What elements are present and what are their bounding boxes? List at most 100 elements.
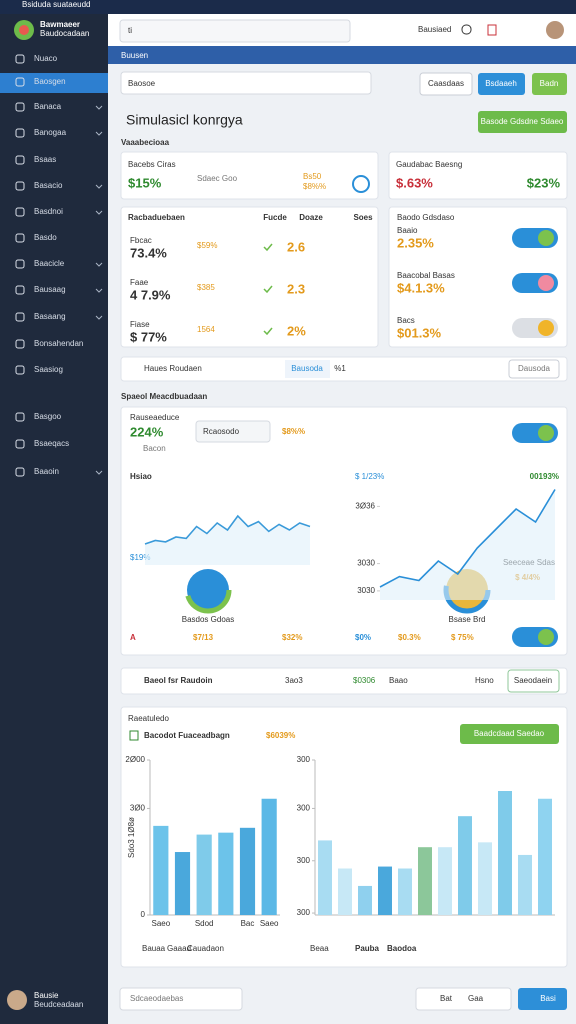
- action-label[interactable]: Baadcdaad Saedao: [474, 729, 545, 738]
- row-bar: [120, 667, 568, 695]
- row-bar-item: Baao: [389, 676, 408, 685]
- search-text[interactable]: ti: [128, 26, 132, 35]
- y-tick-label: 2Ø00: [125, 755, 145, 764]
- card-sub-value: $8%%: [303, 182, 326, 191]
- bars-value: $6039%: [266, 731, 295, 740]
- bar: [378, 866, 392, 915]
- nav-item[interactable]: Basdnoi: [34, 207, 63, 216]
- nav-icon[interactable]: [15, 467, 25, 477]
- chevron[interactable]: [95, 315, 103, 320]
- nav-item[interactable]: Bonsahendan: [34, 339, 83, 348]
- bars-action-button[interactable]: [460, 724, 559, 744]
- nav-icon[interactable]: [15, 207, 25, 217]
- nav-item[interactable]: Baosgen: [34, 77, 66, 86]
- row-label: Fiase: [130, 320, 150, 329]
- nav-icon[interactable]: [15, 339, 25, 349]
- action-label[interactable]: Basode Gdsdne Sdaeo: [481, 117, 564, 126]
- chevron[interactable]: [95, 210, 103, 215]
- filter-button-label[interactable]: Dausoda: [518, 364, 551, 373]
- toolbar-button[interactable]: [478, 73, 525, 95]
- toggle-knob[interactable]: [538, 275, 554, 291]
- button-label[interactable]: Bsdaaeh: [485, 79, 517, 88]
- nav-item[interactable]: Saasiog: [34, 365, 63, 374]
- nav-item[interactable]: Banaca: [34, 102, 62, 111]
- dropdown[interactable]: [195, 420, 271, 443]
- nav-icon[interactable]: [15, 181, 25, 191]
- button-label[interactable]: Gaa: [468, 994, 484, 1003]
- bar: [498, 791, 512, 915]
- nav-icon[interactable]: [15, 77, 25, 87]
- table-header: Fucde: [263, 213, 287, 222]
- donut: [187, 569, 229, 611]
- header-avatar[interactable]: [546, 21, 564, 39]
- nav-item[interactable]: Basgoo: [34, 412, 62, 421]
- nav-icon[interactable]: [15, 439, 25, 449]
- filter-tab[interactable]: %1: [334, 364, 346, 373]
- brand-sub: Baudocadaan: [40, 29, 89, 38]
- action-button[interactable]: [478, 111, 567, 133]
- nav-icon[interactable]: [15, 259, 25, 269]
- toolbar-button[interactable]: [419, 72, 473, 96]
- nav-icon[interactable]: [15, 102, 25, 112]
- nav-item[interactable]: Bsaeqacs: [34, 439, 69, 448]
- button-label[interactable]: Bat: [440, 994, 453, 1003]
- chevron[interactable]: [95, 105, 103, 110]
- button-label[interactable]: Caasdaas: [428, 79, 464, 88]
- nav-icon[interactable]: [15, 233, 25, 243]
- nav-item[interactable]: Basdo: [34, 233, 57, 242]
- nav-icon[interactable]: [15, 128, 25, 138]
- filter-tab[interactable]: [285, 360, 330, 378]
- bookmark-icon[interactable]: [487, 24, 497, 36]
- bottom-search-text[interactable]: Sdcaeodaebas: [130, 994, 183, 1003]
- nav-item[interactable]: Basaang: [34, 312, 66, 321]
- chevron[interactable]: [95, 262, 103, 267]
- toggle-knob[interactable]: [538, 425, 554, 441]
- toggle-knob[interactable]: [538, 629, 554, 645]
- toolbar-button[interactable]: [532, 73, 567, 95]
- page-title: Simulasicl konrgya: [126, 112, 243, 128]
- nav-icon[interactable]: [15, 365, 25, 375]
- toggle-knob[interactable]: [538, 320, 554, 336]
- perf-pct: $8%%: [282, 427, 305, 436]
- bottom-search[interactable]: [119, 987, 243, 1011]
- nav-icon[interactable]: [15, 285, 25, 295]
- nav-icon[interactable]: [15, 54, 25, 64]
- chevron[interactable]: [95, 288, 103, 293]
- bottom-primary[interactable]: [518, 988, 567, 1010]
- filter-button[interactable]: [508, 359, 560, 379]
- footer-item: Baodoa: [387, 944, 417, 953]
- chevron[interactable]: [95, 184, 103, 189]
- nav-item[interactable]: Bsaas: [34, 155, 56, 164]
- nav-item[interactable]: Nuaco: [34, 54, 58, 63]
- bottom-buttons[interactable]: [415, 987, 512, 1011]
- search-placeholder[interactable]: Baosoe: [128, 79, 156, 88]
- table-header: Doaze: [299, 213, 323, 222]
- nav-icon[interactable]: [15, 155, 25, 165]
- button-label[interactable]: Badn: [540, 79, 559, 88]
- row-value: 4 7.9%: [130, 287, 171, 302]
- bell-icon[interactable]: [461, 24, 472, 35]
- chevron[interactable]: [95, 470, 103, 475]
- button-label[interactable]: Basi: [540, 994, 556, 1003]
- toolbar-search[interactable]: [120, 71, 372, 95]
- row-button[interactable]: [507, 669, 560, 693]
- filter-tab[interactable]: Bausoda: [291, 364, 323, 373]
- dropdown-label[interactable]: Rcaosodo: [203, 427, 240, 436]
- row-button-label[interactable]: Saeodaein: [514, 676, 552, 685]
- nav-icon[interactable]: [15, 312, 25, 322]
- nav-icon[interactable]: [15, 412, 25, 422]
- toggle-knob[interactable]: [538, 230, 554, 246]
- nav-item[interactable]: Bausaag: [34, 285, 66, 294]
- header-search[interactable]: [119, 19, 351, 43]
- nav-item[interactable]: Basacio: [34, 181, 63, 190]
- brand: Bawmaeer: [40, 20, 80, 29]
- row-bar-item: $0306: [353, 676, 376, 685]
- list-value: $4.1.3%: [397, 280, 445, 295]
- row-sub: $59%: [197, 241, 217, 250]
- nav-item[interactable]: Baaoin: [34, 467, 59, 476]
- chevron[interactable]: [95, 131, 103, 136]
- bar: [398, 868, 412, 915]
- summary-value: $32%: [282, 633, 302, 642]
- nav-item[interactable]: Banogaa: [34, 128, 67, 137]
- nav-item[interactable]: Baacicle: [34, 259, 65, 268]
